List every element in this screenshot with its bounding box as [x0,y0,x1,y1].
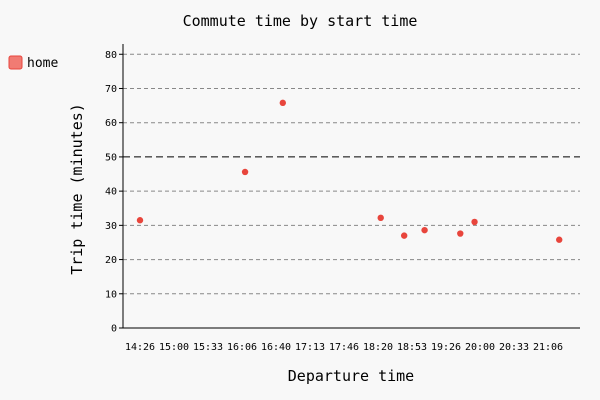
data-point [136,217,144,224]
legend-label-home: home [27,56,58,71]
y-gridlines [123,53,580,295]
y-tick-label: 40 [105,187,117,198]
data-point [421,226,428,234]
x-tick-label: 20:00 [465,342,495,353]
x-tick-label: 14:26 [125,342,155,353]
x-tick-label: 17:13 [295,342,325,353]
x-tick-label: 20:33 [499,342,529,353]
y-tick-label: 10 [105,289,117,300]
data-point [556,236,563,243]
data-point [377,214,384,222]
data-point [457,230,464,237]
x-tick-label: 19:26 [431,342,461,353]
legend-swatch-home [8,55,23,70]
y-tick-label: 80 [105,50,117,61]
legend: home [8,55,58,71]
data-point [279,99,286,107]
x-axis-label: Departure time [288,367,414,385]
y-tick-label: 0 [111,324,117,335]
x-tick-label: 16:06 [227,342,257,353]
data-points [136,99,563,243]
y-tick-label: 30 [105,221,117,232]
data-point [471,218,478,226]
x-tick-label: 18:53 [397,342,427,353]
data-point [241,168,249,176]
y-tick-label: 60 [105,118,117,129]
y-axis-label: Trip time (minutes) [68,103,86,275]
x-tick-label: 18:20 [363,342,393,353]
x-tick-label: 15:33 [193,342,223,353]
y-tick-label: 20 [105,255,117,266]
x-tick-label: 17:46 [329,342,359,353]
x-tick-label: 21:06 [533,342,563,353]
x-tick-label: 15:00 [159,342,189,353]
x-tick-label: 16:40 [261,342,291,353]
y-tick-label: 50 [105,152,117,163]
data-point [400,232,408,239]
y-axis-ticks: 0 10 20 30 40 50 60 70 80 [105,50,123,335]
y-tick-label: 70 [105,84,117,95]
x-axis-ticks: 14:26 15:00 15:33 16:06 16:40 17:13 17:46 18:20… [125,342,563,353]
chart-title: Commute time by start time [183,12,418,30]
